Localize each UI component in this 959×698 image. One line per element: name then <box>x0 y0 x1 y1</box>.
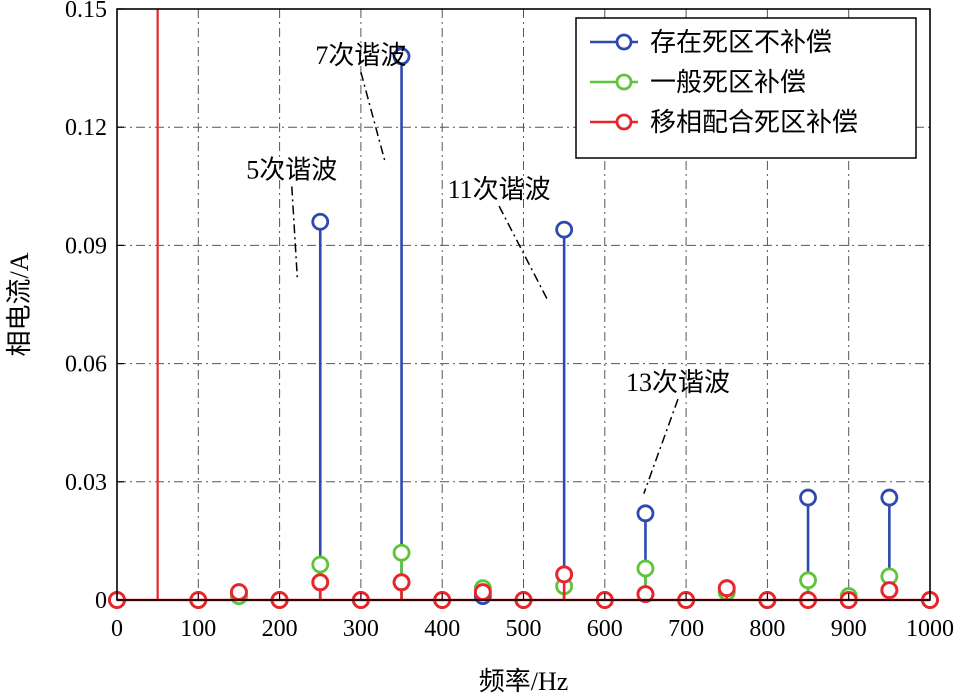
annotation-leader <box>643 398 679 494</box>
y-tick-label: 0.06 <box>65 352 107 378</box>
x-tick-label: 300 <box>343 616 379 642</box>
stem-marker <box>636 504 655 523</box>
stem-marker <box>392 47 411 66</box>
x-tick-label: 1000 <box>906 616 954 642</box>
legend-swatch-marker <box>615 73 633 91</box>
stem-marker <box>311 573 330 592</box>
harmonic-annotation: 7次谐波 <box>315 41 406 70</box>
x-tick-label: 100 <box>180 616 216 642</box>
stem-marker <box>636 559 655 578</box>
annotation-leader <box>291 186 299 281</box>
harmonic-annotation: 13次谐波 <box>626 368 730 397</box>
x-tick-label: 600 <box>587 616 623 642</box>
y-tick-label: 0.03 <box>65 470 107 496</box>
legend-swatch-marker <box>615 113 633 131</box>
stem-marker <box>717 579 736 598</box>
x-tick-label: 400 <box>424 616 460 642</box>
stem-marker <box>392 543 411 562</box>
legend-label: 存在死区不补偿 <box>650 28 832 57</box>
axis-ticks: 0 100 200 300 400 500 600 700 800 900 1000 0 0.03 0.0… <box>65 0 954 642</box>
stem-marker <box>880 488 899 507</box>
x-tick-label: 700 <box>668 616 704 642</box>
stem-marker <box>311 212 330 231</box>
stem-marker <box>555 565 574 584</box>
y-tick-label: 0 <box>95 588 107 614</box>
legend-label: 一般死区补偿 <box>650 68 806 97</box>
x-tick-label: 900 <box>831 616 867 642</box>
x-axis-title: 频率/Hz <box>479 667 569 696</box>
x-tick-label: 0 <box>111 616 123 642</box>
stem-marker <box>555 220 574 239</box>
stem-marker <box>636 585 655 603</box>
stem-marker <box>799 571 817 590</box>
stem-marker <box>392 573 411 592</box>
harmonic-annotation: 5次谐波 <box>246 155 337 184</box>
y-tick-label: 0.15 <box>65 0 107 23</box>
y-tick-label: 0.12 <box>65 115 107 141</box>
harmonic-annotation: 11次谐波 <box>448 175 551 204</box>
x-tick-label: 200 <box>262 616 298 642</box>
legend-label: 移相配合死区补偿 <box>650 108 858 137</box>
stem-marker <box>799 488 817 507</box>
x-tick-label: 800 <box>749 616 785 642</box>
annotations: 5次谐波 7次谐波 11次谐波 13次谐波 <box>246 41 730 494</box>
y-axis-title: 相电流/A <box>5 252 34 356</box>
y-tick-label: 0.09 <box>65 233 107 259</box>
annotation-leader <box>360 71 387 163</box>
stem-marker <box>311 555 330 574</box>
stem-marker <box>880 581 899 600</box>
legend-swatch-marker <box>615 33 633 51</box>
x-tick-label: 500 <box>506 616 542 642</box>
